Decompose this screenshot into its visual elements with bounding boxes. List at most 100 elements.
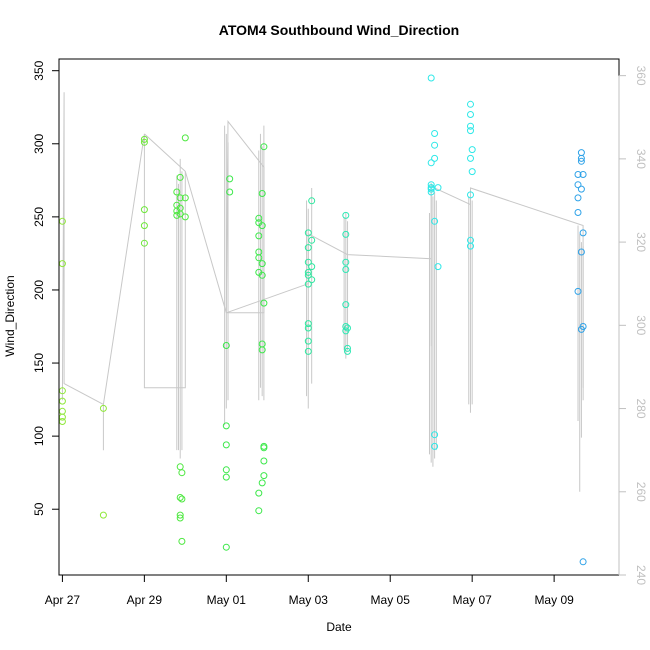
data-point	[176, 194, 184, 202]
data-point	[99, 511, 107, 519]
data-point	[468, 168, 476, 176]
data-point	[468, 146, 476, 154]
data-point	[342, 323, 350, 330]
data-point	[342, 301, 350, 309]
data-point	[260, 444, 268, 452]
data-point	[342, 258, 350, 266]
y-tick-label: 50	[32, 502, 46, 516]
data-point	[140, 135, 148, 143]
x-tick-label: Apr 29	[127, 593, 163, 607]
y-tick-label: 300	[32, 133, 46, 153]
data-point	[140, 206, 148, 214]
data-point	[181, 134, 189, 142]
data-point	[427, 74, 435, 82]
data-point	[577, 149, 585, 157]
data-point	[467, 111, 474, 118]
data-point	[181, 213, 189, 221]
data-point	[431, 154, 439, 162]
data-point	[258, 260, 266, 268]
data-point	[427, 159, 435, 167]
data-point	[178, 495, 186, 503]
x-tick-label: May 01	[207, 593, 247, 607]
data-point	[467, 100, 474, 108]
data-point	[304, 347, 312, 355]
scatter-points-layer	[58, 74, 587, 566]
data-point	[304, 280, 312, 288]
data-point	[176, 173, 184, 181]
data-point	[258, 271, 266, 279]
y-tick-label: 200	[32, 280, 46, 300]
data-point	[574, 171, 582, 178]
y-tick-label: 350	[32, 60, 46, 80]
x-tick-label: Apr 27	[45, 593, 81, 607]
data-point	[176, 494, 184, 501]
data-point	[431, 130, 439, 137]
y2-tick-label: 320	[634, 232, 648, 252]
data-point	[255, 507, 263, 515]
y-tick-label: 250	[32, 207, 46, 227]
data-point	[574, 181, 582, 189]
data-point	[574, 287, 582, 295]
secondary-series-layer	[61, 92, 584, 492]
data-point	[258, 479, 266, 487]
data-point	[577, 154, 585, 162]
data-point	[255, 254, 263, 262]
data-point	[304, 229, 312, 237]
data-point	[222, 466, 230, 474]
data-point	[255, 232, 263, 240]
data-point	[308, 236, 316, 244]
data-point	[574, 194, 582, 202]
data-point	[308, 276, 316, 284]
data-point	[260, 472, 268, 480]
data-point	[579, 323, 587, 330]
data-point	[258, 346, 266, 354]
data-point	[342, 211, 350, 219]
data-point	[467, 127, 474, 135]
y-axis-label: Wind_Direction	[3, 275, 17, 356]
y2-tick-label: 360	[634, 66, 648, 86]
data-point	[467, 191, 474, 199]
data-point	[176, 210, 184, 218]
x-tick-label: May 03	[289, 593, 329, 607]
data-point	[304, 258, 312, 266]
y2-tick-label: 240	[634, 565, 648, 585]
x-axis-label: Date	[326, 620, 352, 634]
y2-tick-label: 300	[634, 315, 648, 335]
x-tick-label: May 09	[534, 593, 574, 607]
data-point	[222, 422, 230, 430]
data-point	[226, 188, 234, 196]
data-point	[434, 263, 442, 271]
data-point	[173, 188, 181, 196]
data-point	[304, 320, 312, 328]
data-point	[178, 537, 186, 545]
data-point	[222, 441, 230, 449]
data-point	[342, 266, 350, 273]
data-point	[467, 154, 474, 162]
data-point	[344, 347, 351, 355]
data-point	[140, 138, 148, 146]
data-point	[222, 342, 230, 349]
data-point	[577, 185, 585, 193]
data-point	[176, 463, 184, 471]
data-point	[140, 222, 148, 230]
secondary-line	[61, 92, 584, 451]
data-point	[344, 344, 351, 352]
data-point	[222, 473, 230, 481]
data-point	[304, 244, 312, 252]
data-point	[431, 431, 439, 439]
data-point	[427, 188, 435, 196]
data-point	[304, 324, 312, 332]
y-tick-label: 150	[32, 353, 46, 373]
data-point	[176, 511, 184, 519]
axes-layer: Apr 27 Apr 29 May 01 May 03 May 05 May 07 May …	[32, 60, 648, 607]
data-point	[173, 211, 181, 219]
x-tick-label: May 07	[452, 593, 492, 607]
data-point	[467, 122, 474, 130]
data-point	[467, 242, 474, 250]
data-point	[58, 418, 66, 425]
data-point	[431, 141, 439, 149]
y2-tick-label: 340	[634, 149, 648, 169]
data-point	[431, 442, 439, 450]
x-tick-label: May 05	[371, 593, 411, 607]
